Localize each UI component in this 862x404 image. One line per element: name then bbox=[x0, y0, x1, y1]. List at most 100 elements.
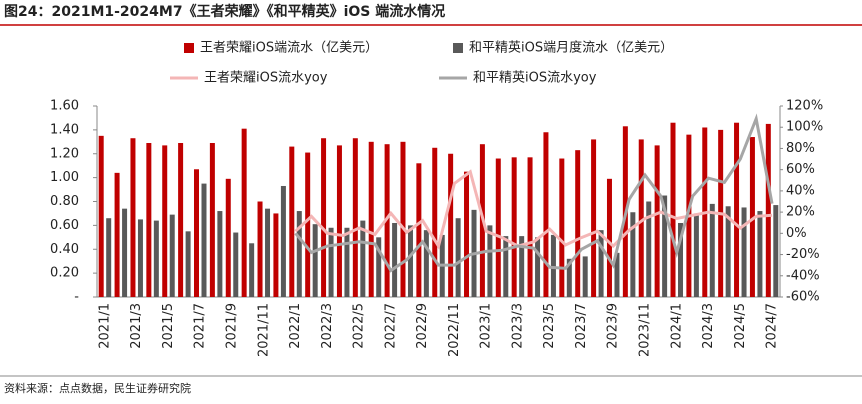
bar bbox=[392, 222, 398, 297]
bar bbox=[280, 185, 286, 297]
bar bbox=[432, 147, 438, 297]
bar bbox=[106, 218, 112, 297]
bar bbox=[582, 256, 588, 297]
bar bbox=[360, 220, 366, 297]
x-tick-label: 2023/5 bbox=[542, 303, 557, 349]
bar bbox=[407, 225, 413, 297]
bar bbox=[178, 143, 184, 297]
bar bbox=[487, 225, 493, 297]
bar bbox=[98, 135, 104, 297]
x-tick-label: 2022/1 bbox=[288, 303, 303, 349]
bar bbox=[638, 139, 644, 297]
bar bbox=[765, 123, 771, 297]
line bbox=[294, 169, 773, 250]
bar bbox=[201, 183, 207, 297]
bar bbox=[209, 143, 215, 297]
y2-tick-label: 0% bbox=[786, 226, 807, 241]
legend-label: 王者荣耀iOS流水yoy bbox=[204, 71, 328, 86]
bar bbox=[289, 146, 295, 297]
bar bbox=[241, 128, 247, 297]
bar bbox=[543, 132, 549, 297]
bar bbox=[614, 252, 620, 297]
bar bbox=[344, 227, 350, 297]
bar bbox=[598, 230, 604, 297]
x-tick-label: 2022/5 bbox=[352, 303, 367, 349]
x-tick-label: 2022/7 bbox=[383, 303, 398, 349]
x-tick-label: 2023/9 bbox=[606, 303, 621, 349]
y2-tick-label: -20% bbox=[786, 247, 820, 262]
y-tick-label: 1.20 bbox=[50, 146, 79, 161]
y-tick-label: 0.80 bbox=[50, 194, 79, 209]
x-tick-label: 2024/7 bbox=[765, 303, 780, 349]
bar bbox=[312, 224, 318, 297]
y-tick-label: 1.40 bbox=[50, 122, 79, 137]
bar bbox=[265, 208, 271, 297]
bar bbox=[249, 243, 255, 297]
bar bbox=[193, 169, 199, 297]
bar bbox=[455, 218, 461, 297]
bar bbox=[495, 158, 501, 297]
bar bbox=[591, 139, 597, 297]
bar bbox=[368, 141, 374, 297]
y2-tick-label: 20% bbox=[786, 205, 815, 220]
y2-tick-label: 40% bbox=[786, 183, 815, 198]
x-tick-label: 2024/1 bbox=[669, 303, 684, 349]
x-tick-label: 2023/3 bbox=[510, 303, 525, 349]
bar bbox=[257, 201, 263, 297]
bar bbox=[725, 206, 731, 297]
bar bbox=[559, 158, 565, 297]
bar bbox=[646, 201, 652, 297]
bar bbox=[606, 178, 612, 297]
bar bbox=[734, 122, 740, 298]
legend-label: 和平精英iOS流水yoy bbox=[473, 71, 597, 86]
x-tick-label: 2021/3 bbox=[129, 303, 144, 349]
x-tick-label: 2022/11 bbox=[447, 303, 462, 357]
bar bbox=[448, 153, 454, 297]
bar bbox=[153, 220, 159, 297]
x-tick-label: 2021/9 bbox=[225, 303, 240, 349]
y-tick-label: 1.60 bbox=[50, 99, 79, 114]
bar bbox=[185, 231, 191, 297]
y2-tick-label: 80% bbox=[786, 141, 815, 156]
bar bbox=[328, 227, 334, 297]
chart-title: 图24：2021M1-2024M7《王者荣耀》《和平精英》iOS 端流水情况 bbox=[4, 3, 445, 20]
x-tick-label: 2021/11 bbox=[256, 303, 271, 357]
bar bbox=[130, 138, 136, 297]
bar bbox=[464, 171, 470, 297]
bar bbox=[630, 212, 636, 297]
x-tick-label: 2023/1 bbox=[479, 303, 494, 349]
bar bbox=[114, 172, 120, 297]
y-tick-label: 0.20 bbox=[50, 266, 79, 281]
bar bbox=[233, 232, 239, 297]
bar bbox=[741, 207, 747, 297]
x-tick-label: 2021/7 bbox=[193, 303, 208, 349]
source: 资料来源：点点数据，民生证券研究院 bbox=[4, 381, 191, 395]
bar bbox=[757, 211, 763, 297]
legend-swatch bbox=[184, 43, 194, 53]
bar bbox=[225, 178, 231, 297]
bar bbox=[575, 150, 581, 297]
bar bbox=[709, 203, 715, 297]
bar bbox=[519, 236, 525, 297]
bar bbox=[566, 258, 572, 297]
bar bbox=[336, 145, 342, 297]
x-tick-label: 2021/1 bbox=[97, 303, 112, 349]
legend-label: 王者荣耀iOS端流水（亿美元） bbox=[200, 41, 378, 56]
bar bbox=[137, 219, 143, 297]
x-tick-label: 2024/3 bbox=[701, 303, 716, 349]
bar bbox=[296, 211, 302, 297]
bar bbox=[416, 163, 422, 297]
bar bbox=[122, 208, 128, 297]
bar bbox=[773, 205, 779, 297]
y2-tick-label: 60% bbox=[786, 162, 815, 177]
legend-swatch bbox=[453, 43, 463, 53]
x-tick-label: 2021/5 bbox=[161, 303, 176, 349]
bar bbox=[400, 141, 406, 297]
bar bbox=[305, 152, 311, 297]
bar bbox=[217, 211, 223, 297]
bar bbox=[654, 145, 660, 297]
y2-tick-label: 100% bbox=[786, 120, 823, 135]
bar bbox=[693, 213, 699, 297]
